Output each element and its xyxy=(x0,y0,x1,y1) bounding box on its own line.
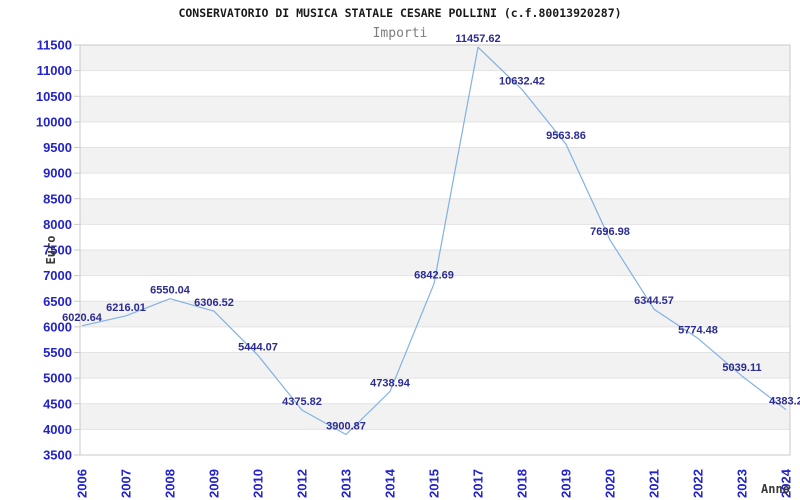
data-point-label: 4383.2 xyxy=(769,396,800,408)
grid-band xyxy=(80,250,790,276)
data-point-label: 6344.57 xyxy=(634,295,674,307)
grid-band xyxy=(80,147,790,174)
x-tick-label: 2007 xyxy=(119,469,134,498)
x-tick-label: 2008 xyxy=(163,469,178,498)
y-tick-label: 11000 xyxy=(37,63,72,78)
chart-subtitle: Importi xyxy=(372,26,428,41)
y-tick-label: 5000 xyxy=(43,371,72,386)
data-point-label: 6216.01 xyxy=(106,302,146,314)
y-tick-label: 5500 xyxy=(43,345,72,360)
grid-band xyxy=(80,403,790,430)
data-point-label: 4738.94 xyxy=(370,378,411,390)
data-point-label: 3900.87 xyxy=(326,420,366,432)
x-axis-title-anno: Anno xyxy=(761,482,790,496)
x-tick-label: 2009 xyxy=(207,469,222,498)
y-tick-label: 6500 xyxy=(43,294,72,309)
grid-band xyxy=(80,326,790,353)
y-tick-label: 7000 xyxy=(43,268,72,283)
grid-band xyxy=(80,121,790,148)
y-tick-label: 11500 xyxy=(37,38,72,53)
x-tick-label: 2014 xyxy=(383,468,398,498)
data-point-label: 6550.04 xyxy=(150,285,191,297)
series-line-importi xyxy=(81,46,787,436)
data-point-label: 4375.82 xyxy=(282,396,322,408)
y-tick-label: 8500 xyxy=(43,191,72,206)
y-axis-title-euro: Euro xyxy=(44,235,58,265)
data-point-label: 5444.07 xyxy=(238,341,278,353)
y-tick-label: 9500 xyxy=(43,140,72,155)
data-point-label: 6306.52 xyxy=(194,297,234,309)
x-tick-label: 2017 xyxy=(471,469,486,498)
y-tick-label: 7500 xyxy=(43,243,72,258)
x-tick-label: 2023 xyxy=(735,469,750,498)
chart-title: CONSERVATORIO DI MUSICA STATALE CESARE P… xyxy=(178,6,622,20)
data-point-label: 9563.86 xyxy=(546,130,586,142)
y-tick-label: 10000 xyxy=(36,114,72,129)
grid-band xyxy=(80,301,790,327)
x-tick-label: 2024 xyxy=(779,468,794,498)
x-tick-label: 2006 xyxy=(75,469,90,498)
data-point-label: 10632.42 xyxy=(499,75,545,87)
x-tick-label: 2021 xyxy=(647,469,662,498)
grid-band xyxy=(80,45,790,71)
x-tick-label: 2012 xyxy=(295,469,310,498)
y-tick-label: 3500 xyxy=(43,448,72,463)
y-tick-label: 4500 xyxy=(43,396,72,411)
data-point-label: 7696.98 xyxy=(590,226,630,238)
data-point-label: 5039.11 xyxy=(722,362,761,374)
data-point-label: 5774.48 xyxy=(678,324,718,336)
data-point-label: 6842.69 xyxy=(414,270,454,282)
x-tick-label: 2020 xyxy=(603,469,618,498)
data-point-label: 11457.62 xyxy=(455,33,500,45)
grid-band xyxy=(80,378,790,404)
x-tick-label: 2022 xyxy=(691,469,706,498)
x-tick-label: 2019 xyxy=(559,469,574,498)
y-tick-label: 4000 xyxy=(43,422,72,437)
grid-band xyxy=(80,224,790,250)
x-tick-label: 2018 xyxy=(515,469,530,498)
data-point-label: 6020.64 xyxy=(62,312,103,324)
y-tick-label: 10500 xyxy=(36,89,72,104)
grid-band xyxy=(80,198,790,225)
y-tick-label: 9000 xyxy=(43,166,72,181)
grid-band xyxy=(80,70,790,97)
grid-band xyxy=(80,96,790,122)
grid-band xyxy=(80,429,790,455)
x-tick-label: 2015 xyxy=(427,469,442,498)
plot-border xyxy=(79,44,791,456)
x-tick-label: 2010 xyxy=(251,469,266,498)
x-tick-label: 2013 xyxy=(339,469,354,498)
y-tick-label: 6000 xyxy=(43,319,72,334)
y-tick-label: 8000 xyxy=(43,217,72,232)
grid-band xyxy=(80,173,790,199)
grid-band xyxy=(80,352,790,379)
